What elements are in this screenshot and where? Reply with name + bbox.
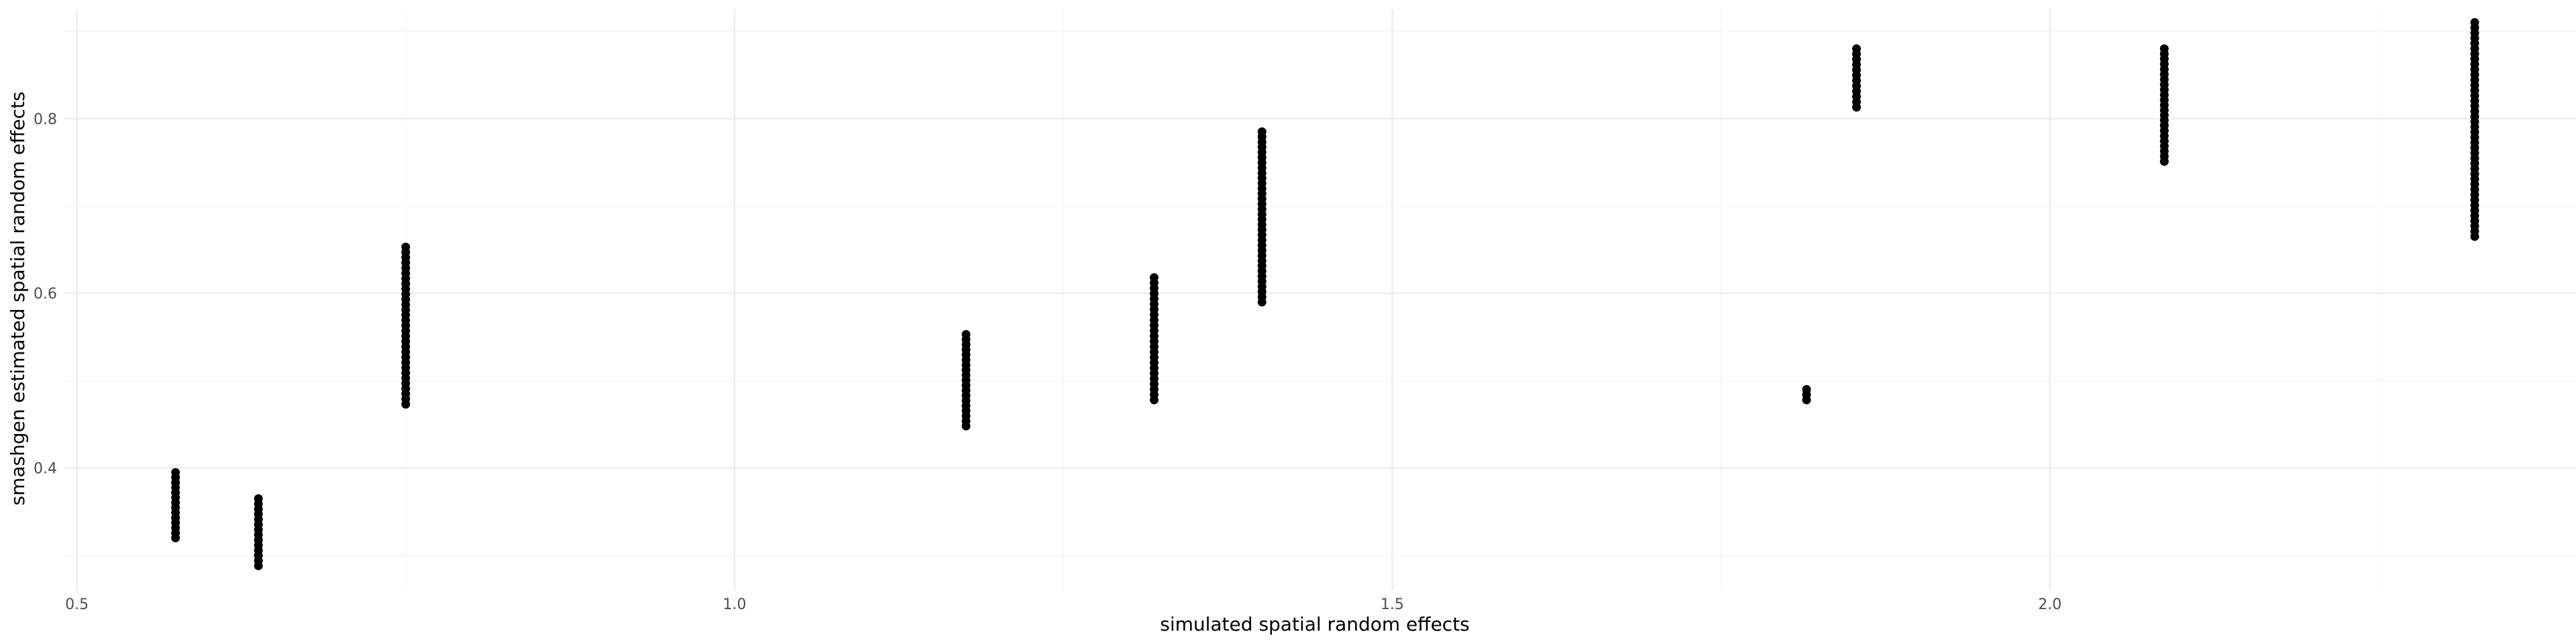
data-point bbox=[2470, 18, 2479, 28]
data-point bbox=[254, 494, 263, 503]
y-axis-ticks: 0.4 0.6 0.8 bbox=[34, 111, 57, 478]
x-axis-ticks: 0.5 1.0 1.5 2.0 bbox=[65, 596, 2061, 613]
x-tick-label: 2.0 bbox=[2038, 596, 2061, 613]
x-tick-label: 1.0 bbox=[722, 596, 746, 613]
data-points bbox=[171, 18, 2479, 571]
grid-lines bbox=[64, 9, 2576, 590]
data-point bbox=[961, 329, 971, 339]
data-point bbox=[1257, 127, 1267, 136]
y-axis-title: smashgen estimated spatial random effect… bbox=[7, 91, 29, 505]
data-point bbox=[1149, 273, 1159, 282]
x-axis-title: simulated spatial random effects bbox=[1160, 613, 1470, 635]
y-tick-label: 0.8 bbox=[34, 111, 57, 128]
x-tick-label: 0.5 bbox=[65, 596, 89, 613]
y-tick-label: 0.4 bbox=[34, 461, 57, 478]
data-point bbox=[1851, 44, 1861, 54]
data-point bbox=[401, 242, 411, 252]
y-tick-label: 0.6 bbox=[34, 286, 57, 303]
x-tick-label: 1.5 bbox=[1381, 596, 1404, 613]
data-point bbox=[2159, 44, 2169, 54]
data-point bbox=[1802, 384, 1811, 394]
data-point bbox=[171, 468, 180, 477]
